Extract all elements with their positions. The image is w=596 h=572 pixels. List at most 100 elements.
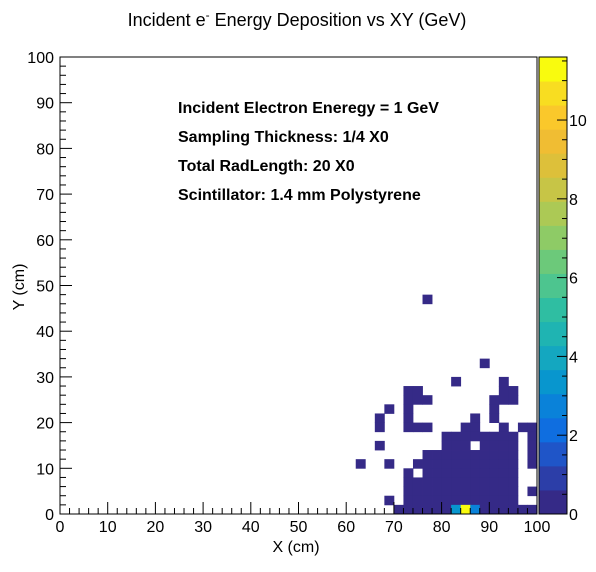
heatmap-cell — [422, 422, 433, 433]
y-tick-label: 0 — [45, 507, 54, 524]
heatmap-cell — [470, 495, 481, 506]
heatmap-cell — [403, 495, 414, 506]
color-scale-frame — [538, 56, 568, 515]
y-tick-label: 90 — [36, 96, 54, 113]
color-scale-segment — [539, 201, 567, 226]
heatmap-cell — [470, 431, 481, 442]
heatmap-cell — [527, 431, 538, 442]
heatmap-cell — [412, 504, 423, 515]
heatmap-cell — [384, 495, 395, 506]
heatmap-cell — [422, 495, 433, 506]
heatmap-cell — [441, 504, 452, 515]
heatmap-cell — [460, 440, 471, 451]
heatmap-cell — [489, 468, 500, 478]
heatmap-cell — [393, 504, 404, 515]
heatmap-cell — [432, 459, 442, 469]
x-tick-label: 70 — [385, 519, 403, 536]
heatmap-cell — [527, 422, 538, 433]
z-tick-label: 10 — [569, 113, 587, 130]
chart-title-main: Incident e — [128, 10, 206, 30]
y-axis-ticks: 0 10 20 30 40 50 60 70 80 90 100 — [27, 50, 72, 524]
heatmap-cell — [432, 495, 442, 506]
heatmap-cell — [403, 422, 414, 433]
heatmap-cell — [479, 486, 490, 497]
heatmap-cell — [422, 395, 433, 405]
heatmap-cell — [460, 459, 471, 469]
annotation-line: Total RadLength: 20 X0 — [178, 158, 355, 175]
heatmap-cell — [374, 422, 385, 433]
z-tick-label: 2 — [569, 428, 578, 445]
heatmap-cell — [441, 468, 452, 478]
heatmap-cell — [470, 504, 481, 515]
heatmap-cell — [412, 386, 423, 396]
x-axis-label: X (cm) — [272, 539, 319, 556]
heatmap-cell — [422, 486, 433, 497]
heatmap-cell — [498, 376, 509, 387]
x-tick-label: 0 — [56, 519, 65, 536]
heatmap-cell — [489, 504, 500, 515]
heatmap-cell — [479, 450, 490, 460]
heatmap-cell — [403, 413, 414, 423]
heatmap-cell — [498, 477, 509, 487]
z-tick-label: 8 — [569, 192, 578, 209]
heatmap-cell — [508, 395, 519, 405]
heatmap-cell — [432, 450, 442, 460]
heatmap-cell — [460, 495, 471, 506]
chart-title-superscript: - — [206, 8, 210, 22]
heatmap-cell — [451, 440, 462, 451]
x-tick-label: 50 — [290, 519, 308, 536]
heatmap-cell — [527, 504, 538, 515]
color-scale-segment — [539, 225, 567, 250]
heatmap-cell — [422, 468, 433, 478]
heatmap-cell — [479, 431, 490, 442]
heatmap-cell — [441, 486, 452, 497]
heatmap-cell — [527, 440, 538, 451]
heatmap-cell — [384, 459, 395, 469]
annotation-line: Sampling Thickness: 1/4 X0 — [178, 129, 389, 146]
heatmap-cell — [412, 477, 423, 487]
color-scale-segment — [539, 441, 567, 467]
heatmap-cell — [508, 450, 519, 460]
heatmap-cell — [422, 450, 433, 460]
heatmap-cells — [355, 294, 538, 515]
color-scale-segment — [539, 177, 567, 202]
heatmap-cell — [451, 459, 462, 469]
y-tick-label: 50 — [36, 279, 54, 296]
heatmap-cell — [498, 431, 509, 442]
heatmap-cell — [432, 504, 442, 515]
heatmap-cell — [508, 495, 519, 506]
heatmap-cell — [489, 395, 500, 405]
heatmap-cell — [498, 440, 509, 451]
x-tick-label: 80 — [433, 519, 451, 536]
heatmap-cell — [498, 495, 509, 506]
heatmap-cell — [498, 504, 509, 515]
heatmap-cell — [498, 486, 509, 497]
color-scale-bar — [538, 56, 568, 515]
y-tick-label: 40 — [36, 324, 54, 341]
y-tick-label: 20 — [36, 416, 54, 433]
x-tick-label: 40 — [242, 519, 260, 536]
heatmap-cell — [489, 477, 500, 487]
heatmap-cell — [441, 440, 452, 451]
heatmap-cell — [374, 413, 385, 423]
heatmap-cell — [451, 477, 462, 487]
color-scale-segment — [539, 105, 567, 130]
heatmap-cell — [508, 386, 519, 396]
heatmap-cell — [441, 477, 452, 487]
heatmap-cell — [451, 504, 462, 515]
heatmap-cell — [489, 413, 500, 423]
chart-title-group: Incident e- Energy Deposition vs XY (GeV… — [128, 8, 467, 30]
heatmap-cell — [470, 459, 481, 469]
heatmap-cell — [508, 486, 519, 497]
z-tick-label: 6 — [569, 271, 578, 288]
heatmap-cell — [403, 386, 414, 396]
heatmap-cell — [508, 440, 519, 451]
heatmap-cell — [422, 504, 433, 515]
heatmap-cell — [432, 486, 442, 497]
heatmap-cell — [403, 404, 414, 414]
annotation-block: Incident Electron Eneregy = 1 GeV Samplin… — [178, 100, 439, 204]
heatmap-cell — [527, 486, 538, 497]
heatmap-cell — [422, 477, 433, 487]
heatmap-cell — [489, 486, 500, 497]
